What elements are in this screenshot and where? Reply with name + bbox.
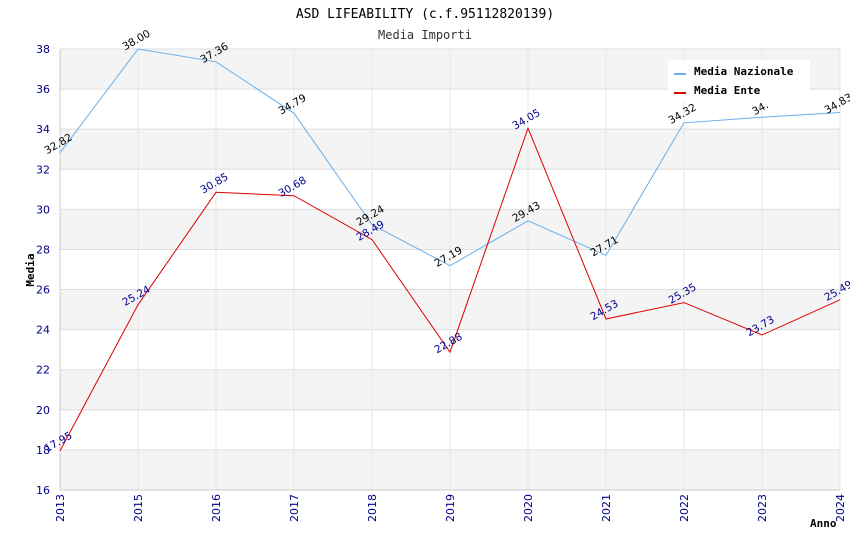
legend: Media Nazionale Media Ente (668, 60, 810, 102)
data-label: 34.05 (510, 107, 542, 132)
y-tick-label: 18 (36, 444, 50, 457)
x-tick-label: 2019 (444, 494, 457, 522)
y-tick-label: 22 (36, 364, 50, 377)
data-label: 34.32 (666, 101, 698, 126)
x-tick-label: 2021 (600, 494, 613, 522)
x-tick-label: 2018 (366, 494, 379, 522)
y-tick-label: 26 (36, 284, 50, 297)
data-label: 34.79 (276, 92, 308, 117)
series-line-2 (59, 126, 841, 452)
x-tick-label: 2020 (522, 494, 535, 522)
y-tick-label: 38 (36, 43, 50, 56)
y-tick-label: 36 (36, 83, 50, 96)
x-tick-label: 2024 (834, 494, 847, 522)
y-tick-labels: 16 18 20 22 24 26 28 30 32 34 36 38 (36, 43, 50, 497)
y-tick-label: 32 (36, 163, 50, 176)
legend-box (668, 60, 810, 102)
x-tick-label: 2017 (288, 494, 301, 522)
legend-entry: Media Nazionale (694, 65, 794, 78)
x-axis-label: Anno (810, 517, 837, 530)
y-tick-label: 28 (36, 243, 50, 256)
y-tick-label: 34 (36, 123, 50, 136)
x-tick-label: 2015 (132, 494, 145, 522)
y-axis-label: Media (24, 253, 37, 286)
y-tick-label: 20 (36, 404, 50, 417)
y-tick-label: 24 (36, 324, 50, 337)
chart-subtitle: Media Importi (378, 28, 472, 42)
y-tick-label: 16 (36, 484, 50, 497)
y-tick-label: 30 (36, 203, 50, 216)
series-line-1 (59, 48, 841, 267)
grid-lines (59, 48, 841, 491)
series-lines (59, 48, 841, 452)
axes (59, 49, 840, 491)
x-tick-labels: 2013 2015 2016 2017 2018 2019 2020 2021 2022 2023… (54, 494, 847, 522)
chart-title: ASD LIFEABILITY (c.f.95112820139) (296, 7, 554, 22)
x-tick-label: 2023 (756, 494, 769, 522)
legend-entry: Media Ente (694, 84, 761, 97)
x-tick-label: 2022 (678, 494, 691, 522)
x-tick-label: 2013 (54, 494, 67, 522)
x-tick-label: 2016 (210, 494, 223, 522)
